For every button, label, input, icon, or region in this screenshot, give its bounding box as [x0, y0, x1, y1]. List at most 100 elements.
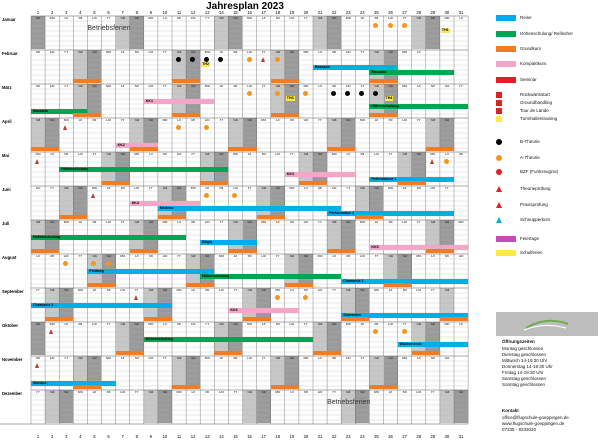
day-cell[interactable]	[425, 16, 440, 49]
day-cell[interactable]	[115, 322, 130, 355]
course-block-grundkurs[interactable]	[298, 181, 328, 185]
course-block-grundkurs[interactable]	[200, 181, 229, 185]
day-cell[interactable]	[87, 84, 102, 117]
day-cell[interactable]	[129, 322, 144, 355]
course-bar-hoehen[interactable]	[369, 104, 469, 109]
day-cell[interactable]	[242, 118, 257, 151]
course-block-grundkurs[interactable]	[87, 283, 116, 287]
day-cell[interactable]	[327, 118, 342, 151]
day-cell[interactable]	[439, 390, 454, 423]
course-bar-kompakt[interactable]	[369, 245, 469, 250]
day-cell[interactable]	[454, 50, 469, 83]
day-cell[interactable]	[383, 356, 398, 389]
day-cell[interactable]	[73, 84, 88, 117]
day-cell[interactable]	[341, 220, 356, 253]
day-cell[interactable]	[73, 50, 88, 83]
day-cell[interactable]	[284, 50, 299, 83]
day-cell[interactable]	[397, 254, 412, 287]
course-bar-reise[interactable]	[397, 342, 469, 347]
course-block-grundkurs[interactable]	[383, 283, 412, 287]
course-block-grundkurs[interactable]	[31, 249, 60, 253]
day-cell[interactable]	[341, 288, 356, 321]
day-cell[interactable]	[369, 356, 384, 389]
day-cell[interactable]	[59, 390, 74, 423]
course-block-grundkurs[interactable]	[172, 79, 201, 83]
course-bar-hoehen[interactable]	[143, 337, 313, 342]
course-block-grundkurs[interactable]	[313, 351, 342, 355]
day-cell[interactable]	[186, 356, 201, 389]
day-cell[interactable]	[228, 16, 243, 49]
day-cell[interactable]	[397, 152, 412, 185]
course-bar-kompakt[interactable]	[284, 172, 356, 177]
day-cell[interactable]	[425, 220, 440, 253]
course-block-grundkurs[interactable]	[228, 147, 257, 151]
day-cell[interactable]	[228, 118, 243, 151]
course-block-grundkurs[interactable]	[327, 249, 356, 253]
course-block-grundkurs[interactable]	[341, 317, 370, 321]
day-cell[interactable]	[425, 118, 440, 151]
course-bar-hoehen[interactable]	[59, 167, 229, 172]
day-cell[interactable]	[313, 322, 328, 355]
day-cell[interactable]	[87, 356, 102, 389]
day-cell[interactable]	[73, 186, 88, 219]
day-cell[interactable]	[327, 220, 342, 253]
course-block-grundkurs[interactable]	[425, 147, 454, 151]
course-bar-reise[interactable]	[341, 313, 469, 318]
course-block-grundkurs[interactable]	[214, 351, 243, 355]
day-cell[interactable]	[87, 50, 102, 83]
course-block-grundkurs[interactable]	[73, 385, 102, 389]
course-block-grundkurs[interactable]	[73, 113, 102, 117]
day-cell[interactable]	[355, 186, 370, 219]
day-cell[interactable]	[439, 220, 454, 253]
course-block-grundkurs[interactable]	[31, 147, 60, 151]
day-cell[interactable]	[31, 322, 46, 355]
day-cell[interactable]	[172, 50, 187, 83]
course-block-grundkurs[interactable]	[256, 215, 285, 219]
course-block-grundkurs[interactable]	[143, 317, 172, 321]
course-block-grundkurs[interactable]	[411, 351, 440, 355]
contact-website[interactable]: www.flugschule-goeppingen.de	[502, 421, 565, 426]
day-cell[interactable]	[214, 16, 229, 49]
day-cell[interactable]	[327, 16, 342, 49]
day-cell[interactable]	[439, 288, 454, 321]
course-bar-reise[interactable]	[341, 279, 469, 284]
course-block-grundkurs[interactable]	[425, 249, 454, 253]
day-cell[interactable]	[59, 186, 74, 219]
course-block-grundkurs[interactable]	[59, 215, 88, 219]
day-cell[interactable]	[270, 50, 285, 83]
day-cell[interactable]	[242, 390, 257, 423]
course-bar-kompakt[interactable]	[143, 99, 215, 104]
day-cell[interactable]	[143, 390, 158, 423]
course-block-grundkurs[interactable]	[73, 79, 102, 83]
course-bar-hoehen[interactable]	[31, 109, 88, 114]
course-block-grundkurs[interactable]	[270, 113, 299, 117]
day-cell[interactable]	[411, 152, 426, 185]
course-block-grundkurs[interactable]	[129, 249, 158, 253]
course-block-grundkurs[interactable]	[172, 385, 201, 389]
day-cell[interactable]	[454, 186, 469, 219]
day-cell[interactable]	[454, 118, 469, 151]
day-cell[interactable]	[454, 356, 469, 389]
day-cell[interactable]	[439, 118, 454, 151]
contact-email[interactable]: office@flugschule-goeppingen.de	[502, 415, 569, 420]
day-cell[interactable]	[129, 16, 144, 49]
day-cell[interactable]	[270, 84, 285, 117]
course-block-grundkurs[interactable]	[186, 283, 215, 287]
day-cell[interactable]	[31, 118, 46, 151]
course-block-grundkurs[interactable]	[101, 181, 130, 185]
course-bar-reise[interactable]	[157, 206, 342, 211]
day-cell[interactable]	[454, 390, 469, 423]
day-cell[interactable]	[256, 390, 271, 423]
day-cell[interactable]	[31, 16, 46, 49]
day-cell[interactable]	[327, 322, 342, 355]
course-bar-kompakt[interactable]	[115, 143, 158, 148]
course-block-grundkurs[interactable]	[369, 385, 398, 389]
day-cell[interactable]	[284, 356, 299, 389]
course-bar-reise[interactable]	[313, 65, 398, 70]
day-cell[interactable]	[73, 356, 88, 389]
course-block-grundkurs[interactable]	[369, 79, 398, 83]
course-bar-hoehen[interactable]	[31, 235, 187, 240]
day-cell[interactable]	[270, 356, 285, 389]
course-bar-reise[interactable]	[31, 303, 172, 308]
course-block-grundkurs[interactable]	[439, 317, 469, 321]
